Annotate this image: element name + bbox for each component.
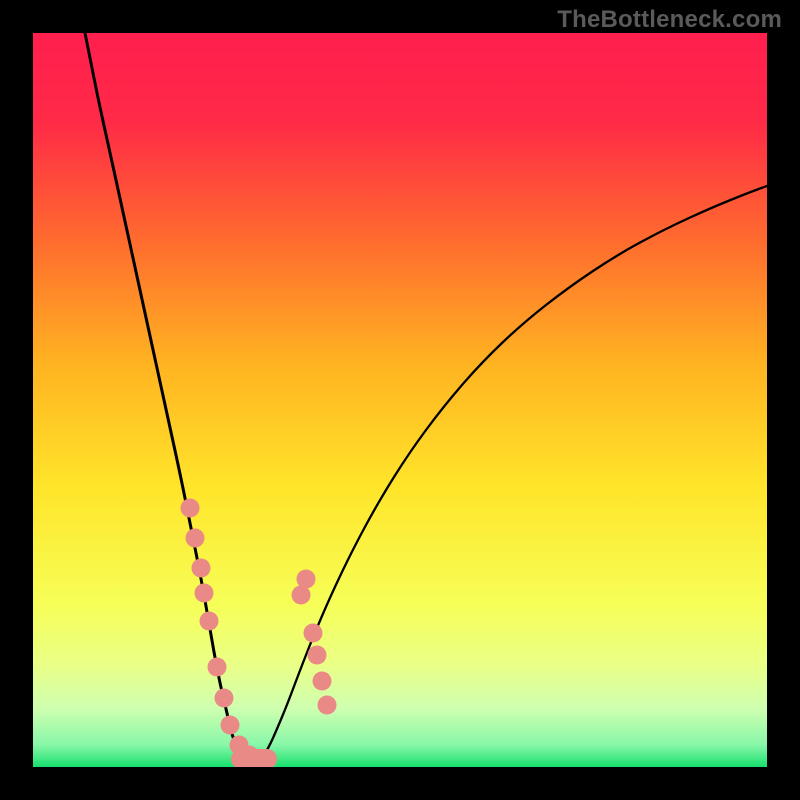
marker-dot <box>313 672 332 691</box>
marker-dot <box>192 559 211 578</box>
watermark-text: TheBottleneck.com <box>557 6 782 34</box>
marker-dot <box>181 499 200 518</box>
marker-dot <box>308 646 327 665</box>
plot-overlay-svg <box>33 33 767 767</box>
marker-dot <box>318 696 337 715</box>
curve-left <box>85 33 243 757</box>
plot-area <box>33 33 767 767</box>
marker-dot <box>215 689 234 708</box>
chart-frame: TheBottleneck.com <box>0 0 800 800</box>
marker-dot <box>186 529 205 548</box>
marker-dot <box>195 584 214 603</box>
marker-dot <box>304 624 323 643</box>
marker-pill <box>231 749 277 767</box>
marker-dot <box>208 658 227 677</box>
markers-group <box>181 499 337 768</box>
marker-dot <box>297 570 316 589</box>
curve-right <box>263 186 767 757</box>
marker-dot <box>221 716 240 735</box>
marker-dot <box>200 612 219 631</box>
